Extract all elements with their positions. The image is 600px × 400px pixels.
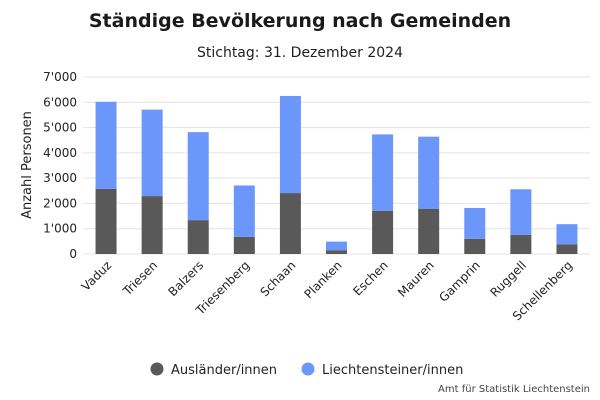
bar-liechtensteiner (233, 185, 255, 237)
legend-label: Ausländer/innen (171, 363, 277, 378)
bar-liechtensteiner (556, 224, 578, 245)
y-tick-label: 1'000 (43, 222, 77, 236)
legend-swatch (150, 362, 164, 376)
bar-liechtensteiner (279, 95, 301, 194)
bar-auslaender (464, 238, 486, 254)
y-tick-label: 6'000 (43, 95, 77, 109)
bar-auslaender (95, 188, 117, 254)
x-tick-label: Schaan (257, 258, 298, 299)
y-tick-label: 3'000 (43, 171, 77, 185)
x-tick-label: Balzers (165, 258, 206, 299)
y-tick-label: 5'000 (43, 121, 77, 135)
legend-swatch (301, 362, 315, 376)
bar-liechtensteiner (326, 241, 347, 251)
x-tick-label: Planken (301, 258, 344, 301)
bar-liechtensteiner (510, 189, 532, 235)
bar-liechtensteiner (464, 207, 486, 239)
bar-liechtensteiner (187, 132, 209, 221)
x-tick-label: Ruggell (487, 258, 529, 300)
bar-auslaender (187, 220, 209, 254)
bar-auslaender (141, 196, 163, 254)
y-tick-label: 7'000 (43, 70, 77, 84)
chart-subtitle: Stichtag: 31. Dezember 2024 (197, 45, 403, 61)
bar-liechtensteiner (141, 109, 163, 197)
bar-auslaender (326, 250, 347, 254)
bar-auslaender (372, 210, 394, 254)
bar-liechtensteiner (95, 101, 117, 189)
chart-title: Ständige Bevölkerung nach Gemeinden (89, 10, 511, 32)
x-tick-label: Triesen (120, 258, 161, 299)
bar-auslaender (510, 234, 532, 254)
legend: Ausländer/innen Liechtensteiner/innen (150, 362, 463, 378)
y-tick-label: 0 (69, 247, 77, 261)
bar-auslaender (233, 236, 255, 254)
x-tick-label: Eschen (350, 258, 390, 298)
y-axis-ticks: 0 1'000 2'000 3'000 4'000 5'000 6'000 7'000 (43, 70, 77, 261)
source-note: Amt für Statistik Liechtenstein (438, 384, 590, 395)
bars (95, 95, 578, 254)
x-tick-label: Mauren (395, 258, 437, 300)
y-axis-label: Anzahl Personen (20, 111, 35, 219)
y-tick-label: 4'000 (43, 146, 77, 160)
x-tick-label: Vaduz (79, 258, 114, 293)
bar-liechtensteiner (372, 134, 394, 211)
bar-auslaender (279, 193, 301, 254)
bar-auslaender (556, 244, 578, 254)
bar-auslaender (418, 208, 440, 254)
y-tick-label: 2'000 (43, 196, 77, 210)
x-tick-label: Gamprin (436, 258, 483, 305)
legend-label: Liechtensteiner/innen (322, 363, 463, 378)
bar-liechtensteiner (418, 136, 440, 209)
gridlines (83, 76, 590, 255)
